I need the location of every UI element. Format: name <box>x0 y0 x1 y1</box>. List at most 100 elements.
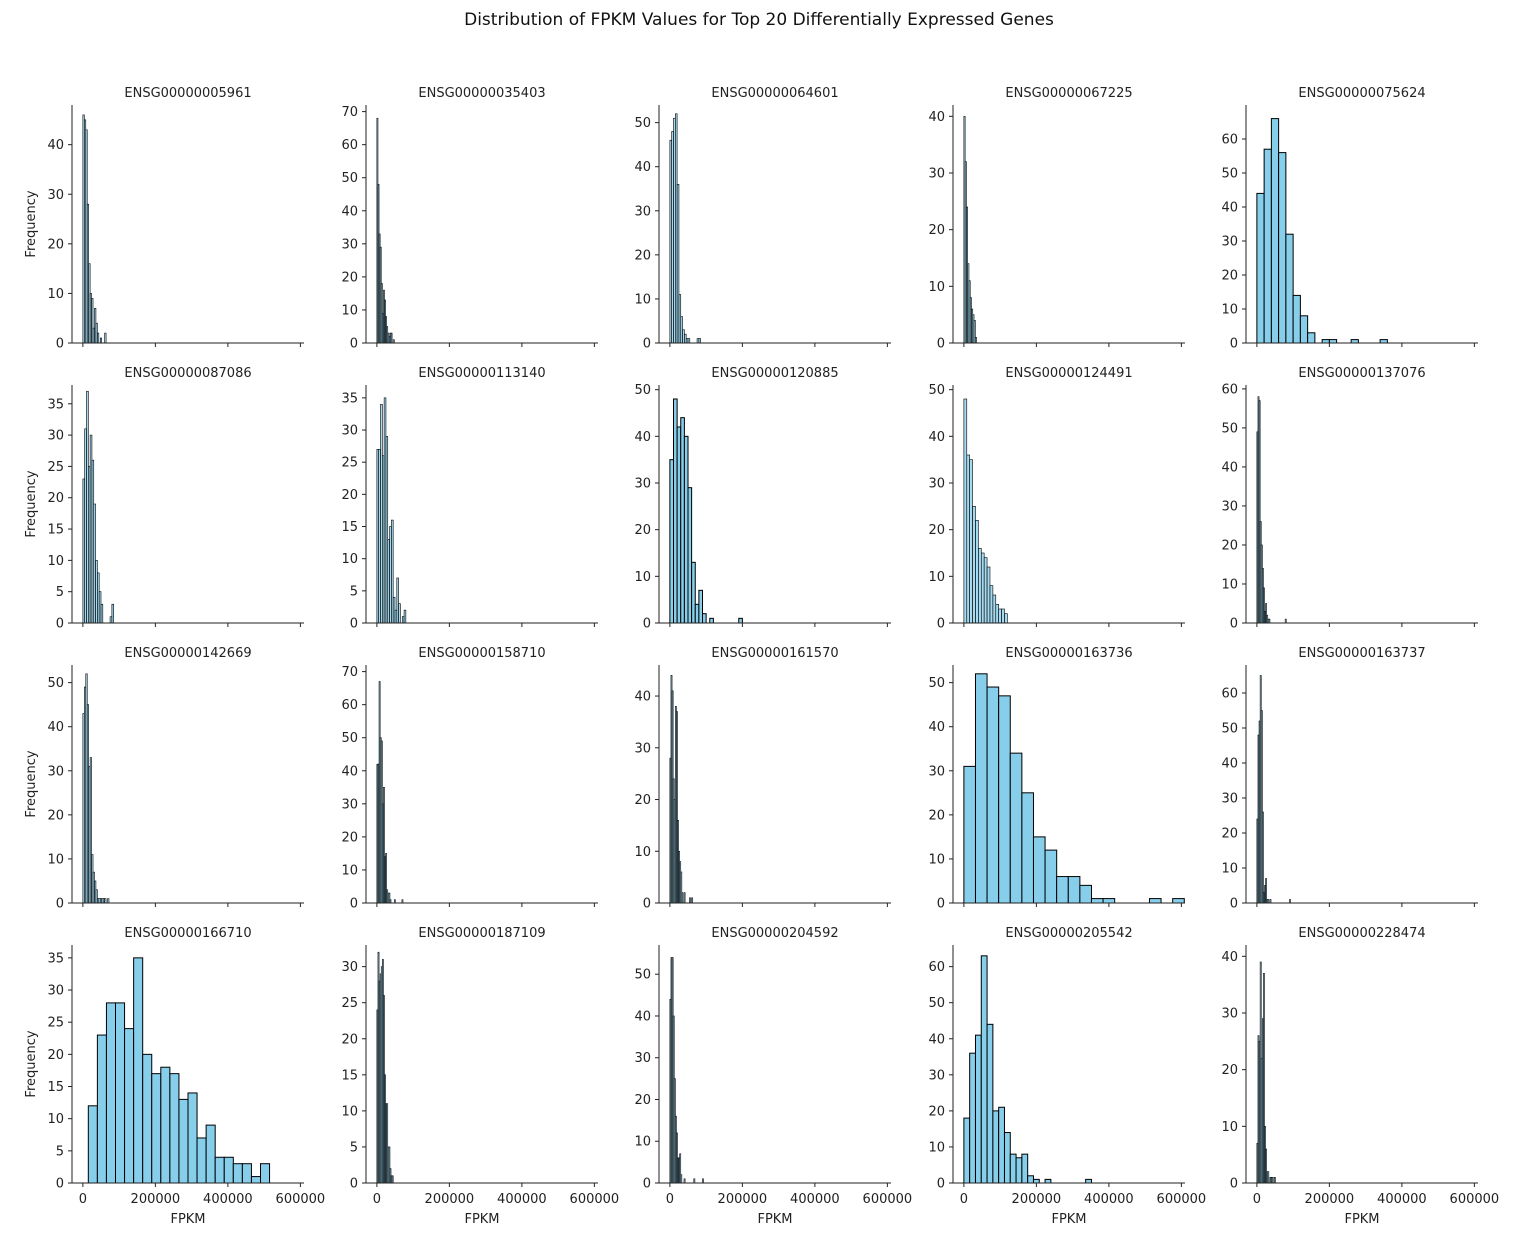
y-tick-label: 0 <box>350 337 358 352</box>
y-tick-label: 10 <box>47 287 64 302</box>
histogram-bar <box>1004 613 1008 624</box>
histogram-bar <box>693 1178 696 1184</box>
histogram-bar <box>1015 1157 1023 1184</box>
y-tick-label: 0 <box>56 1177 64 1192</box>
histogram-bar <box>1021 1153 1029 1184</box>
histogram-bar <box>1270 118 1280 344</box>
y-tick-label: 50 <box>1221 167 1238 182</box>
y-tick-label: 0 <box>1230 1177 1238 1192</box>
histogram-bar <box>983 557 988 624</box>
histogram-bar <box>694 603 700 624</box>
histogram-bar <box>1032 836 1046 904</box>
y-tick-label: 10 <box>47 852 64 867</box>
histogram-bar <box>998 695 1011 904</box>
histogram-bar <box>687 487 693 624</box>
y-tick-label: 15 <box>341 1068 358 1083</box>
x-tick-label: 600000 <box>570 1192 620 1207</box>
x-tick-label: 400000 <box>790 1192 840 1207</box>
histogram-bar <box>223 1156 234 1184</box>
y-tick-label: 30 <box>341 424 358 439</box>
histogram-bar <box>111 603 114 624</box>
histogram-bar <box>115 1002 126 1184</box>
histogram-bar <box>980 955 988 1184</box>
histogram-bar <box>687 338 691 344</box>
y-tick-label: 10 <box>341 863 358 878</box>
histogram-bar <box>1085 1178 1092 1184</box>
y-tick-label: 0 <box>643 897 651 912</box>
y-tick-label: 5 <box>56 1144 64 1159</box>
histogram-bar <box>391 1175 394 1184</box>
histogram-bar <box>683 1178 686 1184</box>
y-tick-label: 20 <box>47 808 64 823</box>
histogram-bar <box>250 1176 262 1184</box>
x-tick-label: 600000 <box>1450 1192 1500 1207</box>
y-tick-label: 0 <box>643 617 651 632</box>
y-tick-label: 5 <box>350 1140 358 1155</box>
histogram-bar <box>963 398 968 624</box>
y-axis-label: Frequency <box>24 1030 39 1097</box>
histogram-bar <box>1379 339 1388 344</box>
y-tick-label: 10 <box>341 1104 358 1119</box>
histogram-bar <box>100 603 104 624</box>
x-tick-label: 0 <box>960 1192 968 1207</box>
histogram-bar <box>214 1156 225 1184</box>
histogram-bar <box>260 1163 271 1184</box>
y-tick-label: 0 <box>937 617 945 632</box>
panel-title: ENSG00000067225 <box>1005 86 1132 101</box>
histogram-bar <box>1102 898 1116 904</box>
histogram-bar <box>133 957 144 1184</box>
panel-title: ENSG00000120885 <box>711 366 838 381</box>
y-tick-label: 30 <box>1221 1007 1238 1022</box>
panel-title: ENSG00000228474 <box>1298 926 1425 941</box>
histogram-bar <box>1299 315 1309 344</box>
y-tick-label: 20 <box>47 491 64 506</box>
y-tick-label: 30 <box>1221 499 1238 514</box>
y-tick-label: 60 <box>1221 382 1238 397</box>
panel-title: ENSG00000161570 <box>711 646 838 661</box>
histogram-bar <box>689 897 691 904</box>
y-tick-label: 5 <box>56 585 64 600</box>
panel-title: ENSG00000158710 <box>418 646 545 661</box>
y-tick-label: 0 <box>1230 337 1238 352</box>
histogram-bar <box>104 332 107 344</box>
panel-title: ENSG00000163736 <box>1005 646 1132 661</box>
panel-title: ENSG00000064601 <box>711 86 838 101</box>
y-tick-label: 10 <box>341 552 358 567</box>
histogram-bar <box>151 1073 162 1184</box>
histogram-bar <box>99 337 103 344</box>
histogram-bar <box>178 1098 189 1184</box>
y-tick-label: 10 <box>928 280 945 295</box>
y-tick-label: 10 <box>47 1112 64 1127</box>
histogram-bar <box>702 1178 704 1184</box>
y-tick-label: 30 <box>928 167 945 182</box>
histogram-bar <box>980 552 985 624</box>
histogram-bar <box>87 1105 98 1184</box>
histogram-bar <box>738 617 743 624</box>
panel-title: ENSG00000205542 <box>1005 926 1132 941</box>
histogram-bar <box>1001 608 1005 624</box>
histogram-bar <box>683 892 686 904</box>
y-tick-label: 30 <box>1221 235 1238 250</box>
x-tick-label: 0 <box>373 1192 381 1207</box>
histogram-bar <box>1278 152 1287 344</box>
x-axis-label: FPKM <box>1344 1212 1379 1227</box>
histogram-bar <box>1021 792 1034 904</box>
x-axis-label: FPKM <box>464 1212 499 1227</box>
x-axis-label: FPKM <box>1051 1212 1086 1227</box>
x-tick-label: 200000 <box>718 1192 768 1207</box>
y-tick-label: 10 <box>928 852 945 867</box>
panel-title: ENSG00000166710 <box>124 926 251 941</box>
panel-title: ENSG00000204592 <box>711 926 838 941</box>
y-tick-label: 30 <box>928 764 945 779</box>
histogram-bar <box>975 520 979 624</box>
y-axis-label: Frequency <box>24 750 39 817</box>
y-tick-label: 10 <box>341 303 358 318</box>
y-tick-label: 30 <box>634 1051 651 1066</box>
y-tick-label: 60 <box>928 960 945 975</box>
histogram-bar <box>196 1137 207 1184</box>
x-tick-label: 400000 <box>203 1192 253 1207</box>
panel-title: ENSG00000087086 <box>124 366 251 381</box>
y-tick-label: 40 <box>341 204 358 219</box>
y-tick-label: 20 <box>341 488 358 503</box>
